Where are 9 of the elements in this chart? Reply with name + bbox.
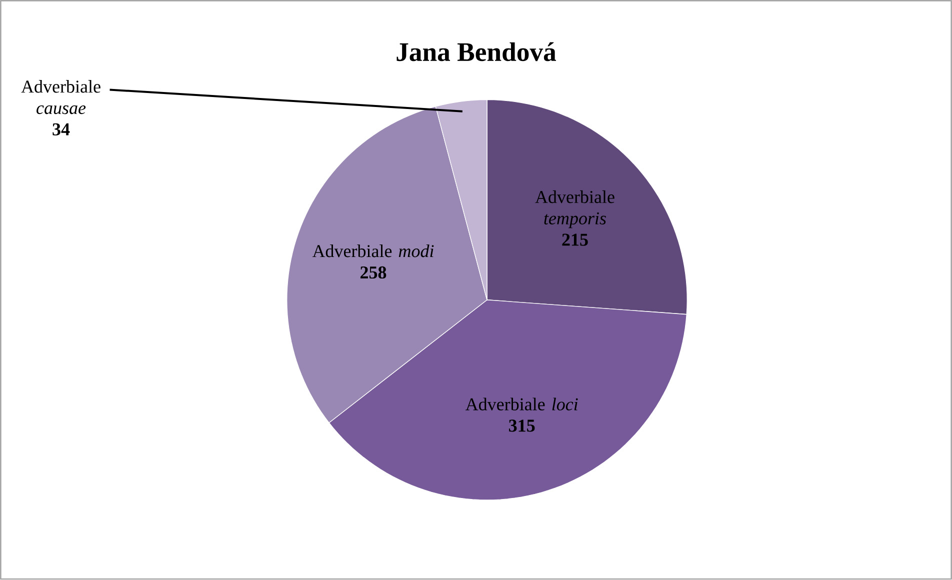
chart-title: Jana Bendová [396,42,556,62]
slice-label: Adverbiale modi [312,244,434,258]
data-label: 315 [509,420,535,432]
data-label: 34 [52,123,70,136]
slice-label: Adverbiale causae [21,80,100,114]
data-label: 215 [562,234,588,246]
slice-label: Adverbiale loci [465,398,578,411]
slice-label: Adverbiale temporis [535,190,614,228]
data-label: 258 [360,266,386,279]
